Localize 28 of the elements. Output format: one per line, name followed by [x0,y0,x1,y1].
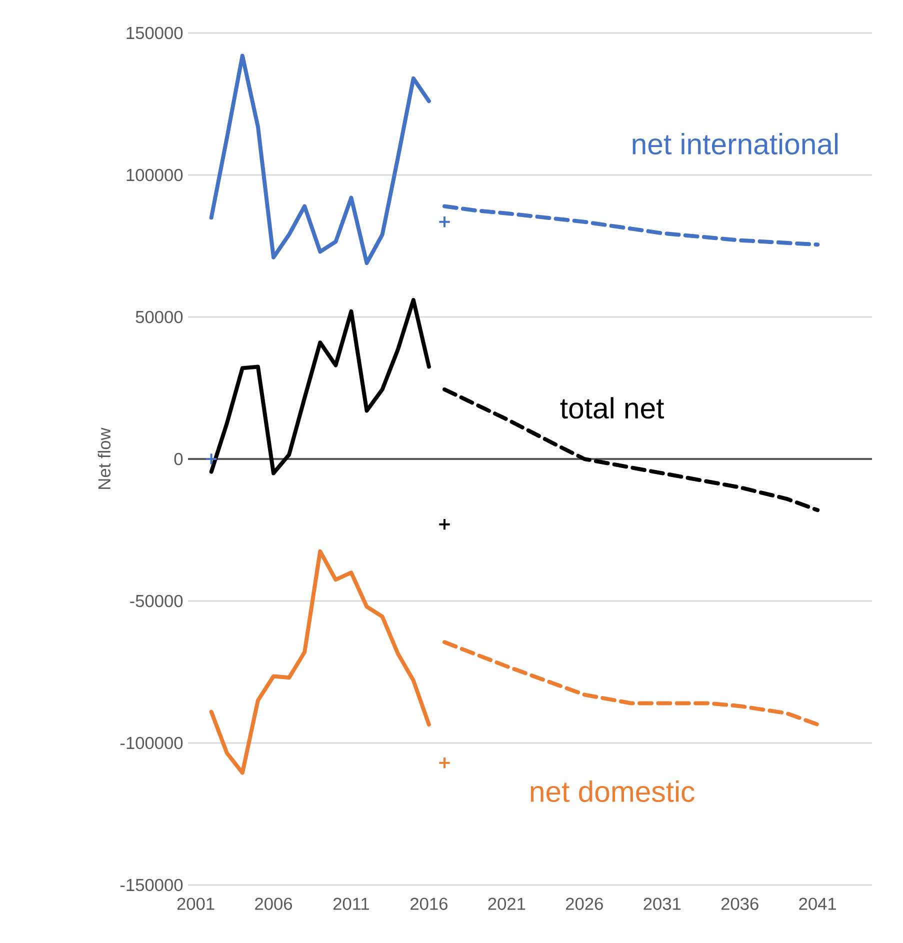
x-tick-label: 2001 [177,898,214,910]
line-series [442,204,820,247]
y-tick-label: 100000 [126,168,183,182]
text: net domestic [530,780,694,802]
point [204,452,218,466]
y-tick-label: 150000 [126,26,183,40]
y-tick-label: 0 [174,452,183,466]
y-tick-label: -150000 [120,878,183,892]
x-tick-label: 2006 [255,898,292,910]
x-tick-label: 2036 [721,898,758,910]
x-tick-label: 2021 [488,898,526,910]
text: total net [560,397,664,419]
x-tick-label: 2031 [644,898,681,910]
point [438,518,451,531]
line-series [209,549,431,775]
text: net international [632,132,838,155]
y-axis-title: Net flow [98,428,111,489]
x-tick-label: 2011 [333,898,370,910]
line-series [209,54,431,266]
x-tick-label: 2016 [410,898,448,910]
point [438,216,451,228]
y-tick-label: 50000 [136,310,183,324]
y-tick-label: -100000 [120,736,183,750]
point [438,756,451,770]
x-tick-label: 2041 [799,898,836,910]
line-series [209,298,431,476]
y-tick-label: -50000 [130,594,183,608]
x-tick-label: 2026 [566,898,603,910]
